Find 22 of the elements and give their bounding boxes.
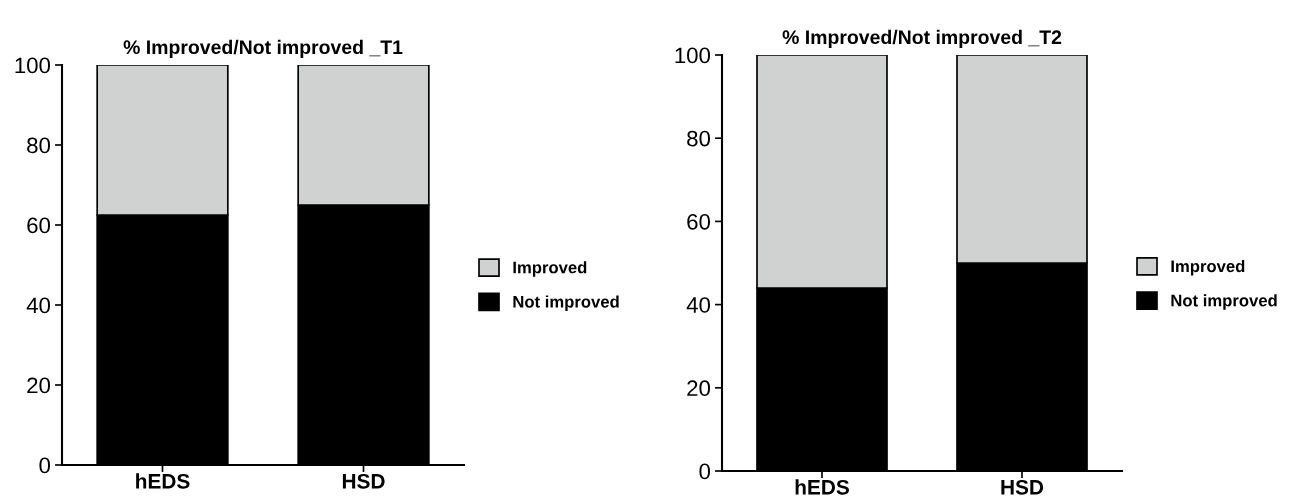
legend-label: Improved (513, 261, 587, 277)
y-tick-label: 40 (686, 297, 711, 313)
legend-label: Improved (1171, 259, 1245, 276)
legend-label: Not improved (1171, 294, 1277, 310)
y-tick-label: 0 (699, 463, 711, 480)
y-tick-label: 60 (27, 217, 51, 234)
x-tick-label: hEDS (795, 479, 849, 495)
legend-label: Not improved (513, 295, 619, 311)
x-tick-label: HSD (1001, 479, 1044, 495)
chart-title: % Improved/Not improved _T2 (782, 29, 1062, 48)
chart-title: % Improved/Not improved _T1 (123, 39, 403, 58)
y-tick-label: 0 (39, 457, 51, 474)
y-tick-label: 20 (27, 377, 51, 394)
y-tick-label: 20 (687, 380, 711, 397)
y-tick-label: 80 (687, 130, 711, 147)
y-tick-label: 60 (687, 213, 711, 230)
y-tick-label: 100 (675, 47, 711, 64)
x-tick-label: HSD (342, 473, 385, 489)
y-tick-label: 100 (15, 57, 51, 74)
y-tick-label: 80 (27, 137, 51, 154)
x-tick-label: hEDS (136, 473, 190, 489)
y-tick-label: 40 (26, 297, 51, 314)
